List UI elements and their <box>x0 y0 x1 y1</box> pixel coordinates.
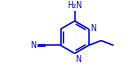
Text: N: N <box>76 55 82 64</box>
Text: N: N <box>91 24 97 33</box>
Text: N: N <box>30 41 36 50</box>
Text: H₂N: H₂N <box>67 1 82 10</box>
